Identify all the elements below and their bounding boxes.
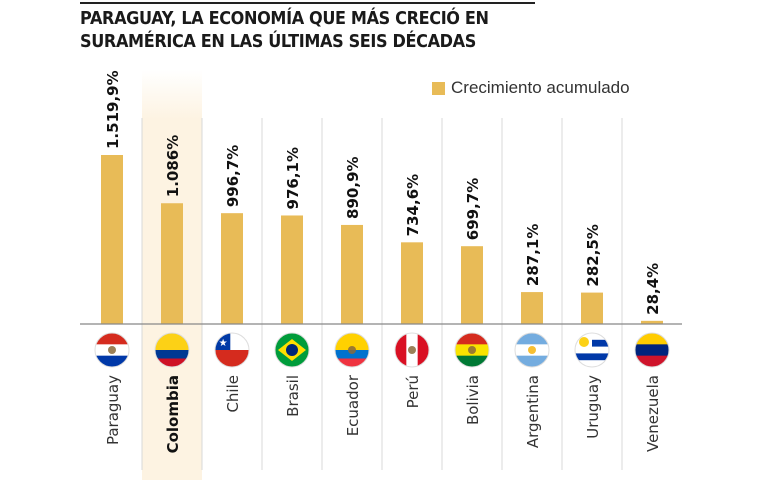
uruguay-flag-icon — [575, 333, 609, 367]
title-line-1: PARAGUAY, LA ECONOMÍA QUE MÁS CRECIÓ EN — [80, 9, 489, 29]
value-label: 890,9% — [344, 156, 362, 218]
bar-uruguay — [581, 292, 603, 324]
value-label: 28,4% — [644, 263, 662, 315]
value-label: 287,1% — [524, 224, 542, 286]
country-label: Bolivia — [464, 375, 482, 425]
flag-border — [514, 332, 550, 368]
value-label: 734,6% — [404, 174, 422, 236]
value-label: 1.519,9% — [104, 70, 122, 149]
value-label: 699,7% — [464, 178, 482, 240]
country-label: Argentina — [524, 375, 542, 448]
flag-border — [574, 332, 610, 368]
country-label: Brasil — [284, 375, 302, 417]
ecuador-flag-icon — [335, 333, 369, 367]
flag-border — [214, 332, 250, 368]
svg-text:★: ★ — [219, 338, 228, 349]
country-label: Venezuela — [644, 375, 662, 452]
bolivia-flag-icon — [455, 333, 489, 367]
legend-swatch — [432, 81, 445, 95]
bar-brasil — [281, 215, 303, 324]
flag-border — [634, 332, 670, 368]
value-label: 976,1% — [284, 147, 302, 209]
flag-border — [454, 332, 490, 368]
flag-border — [334, 332, 370, 368]
country-label: Chile — [224, 375, 242, 413]
venezuela-flag-icon — [635, 333, 669, 367]
bar-ecuador — [341, 224, 363, 324]
bar-argentina — [521, 292, 543, 324]
country-label: Perú — [404, 375, 422, 408]
bar-venezuela — [641, 320, 663, 324]
flag-border — [154, 332, 190, 368]
bar-chile — [221, 213, 243, 324]
peru-flag-icon — [395, 333, 429, 367]
country-label: Ecuador — [344, 374, 362, 436]
flag-border — [94, 332, 130, 368]
brasil-flag-icon — [275, 333, 309, 367]
flag-border — [274, 332, 310, 368]
paraguay-flag-icon — [95, 333, 129, 367]
bar-colombia — [161, 203, 183, 324]
bar-bolivia — [461, 246, 483, 324]
country-label: Uruguay — [584, 375, 602, 439]
legend: Crecimiento acumulado — [432, 78, 630, 98]
flag-border — [394, 332, 430, 368]
chart-title: PARAGUAY, LA ECONOMÍA QUE MÁS CRECIÓ EN … — [80, 8, 595, 54]
legend-label: Crecimiento acumulado — [451, 78, 630, 97]
argentina-flag-icon — [515, 333, 549, 367]
country-label: Paraguay — [104, 375, 122, 445]
top-rule — [80, 2, 535, 4]
value-label: 996,7% — [224, 145, 242, 207]
country-label: Colombia — [164, 375, 182, 453]
colombia-flag-icon — [155, 333, 189, 367]
title-line-2: SURAMÉRICA EN LAS ÚLTIMAS SEIS DÉCADAS — [80, 32, 477, 52]
bar-paraguay — [101, 155, 123, 324]
value-label: 1.086% — [164, 135, 182, 197]
value-label: 282,5% — [584, 224, 602, 286]
bar-perú — [401, 242, 423, 324]
